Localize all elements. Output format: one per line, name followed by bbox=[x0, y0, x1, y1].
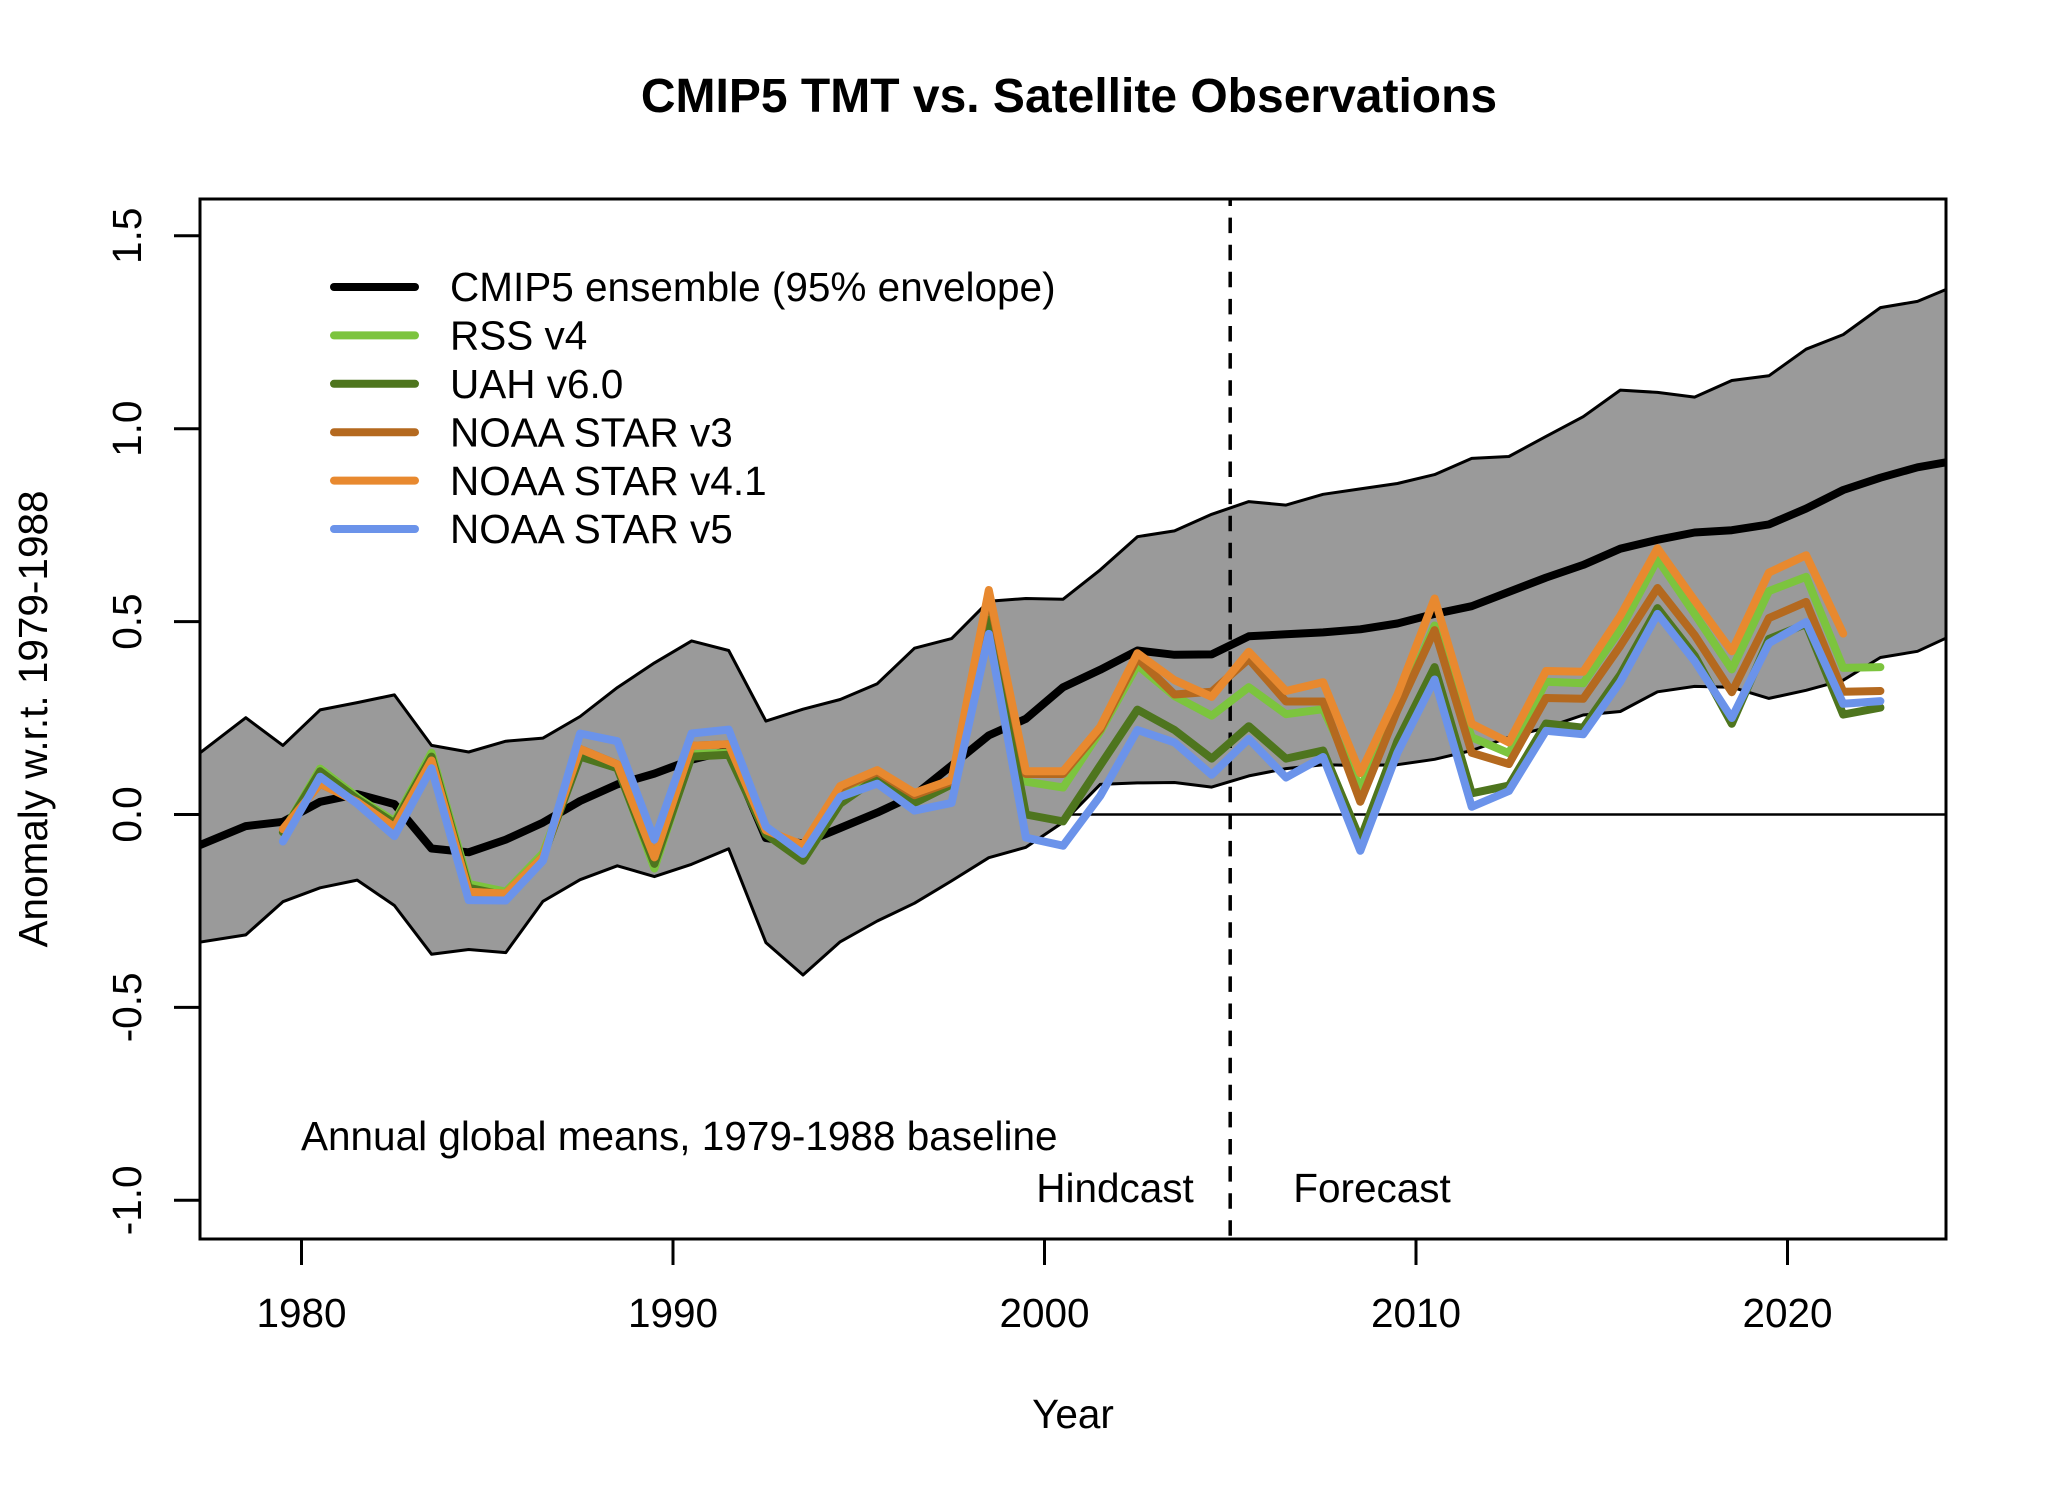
svg-text:0.5: 0.5 bbox=[104, 593, 150, 649]
svg-text:1980: 1980 bbox=[256, 1290, 346, 1336]
svg-text:1990: 1990 bbox=[628, 1290, 718, 1336]
svg-text:NOAA STAR v5: NOAA STAR v5 bbox=[450, 506, 733, 552]
svg-text:-1.0: -1.0 bbox=[104, 1165, 150, 1235]
svg-text:1.5: 1.5 bbox=[104, 208, 150, 264]
svg-text:Anomaly w.r.t. 1979-1988: Anomaly w.r.t. 1979-1988 bbox=[10, 490, 56, 947]
svg-text:RSS v4: RSS v4 bbox=[450, 313, 587, 359]
svg-text:CMIP5 TMT vs. Satellite Observ: CMIP5 TMT vs. Satellite Observations bbox=[641, 70, 1497, 123]
svg-text:NOAA STAR v4.1: NOAA STAR v4.1 bbox=[450, 458, 767, 504]
svg-text:Year: Year bbox=[1032, 1391, 1114, 1437]
svg-text:2010: 2010 bbox=[1371, 1290, 1461, 1336]
svg-text:1.0: 1.0 bbox=[104, 401, 150, 457]
svg-text:0.0: 0.0 bbox=[104, 786, 150, 842]
svg-text:Annual global means, 1979-1988: Annual global means, 1979-1988 baseline bbox=[301, 1113, 1058, 1159]
svg-text:NOAA STAR v3: NOAA STAR v3 bbox=[450, 409, 733, 455]
svg-text:Forecast: Forecast bbox=[1293, 1165, 1451, 1211]
svg-text:2020: 2020 bbox=[1742, 1290, 1832, 1336]
svg-text:-0.5: -0.5 bbox=[104, 973, 150, 1043]
svg-text:UAH v6.0: UAH v6.0 bbox=[450, 361, 623, 407]
svg-text:CMIP5 ensemble (95% envelope): CMIP5 ensemble (95% envelope) bbox=[450, 264, 1056, 310]
svg-text:2000: 2000 bbox=[999, 1290, 1089, 1336]
svg-text:Hindcast: Hindcast bbox=[1036, 1165, 1194, 1211]
